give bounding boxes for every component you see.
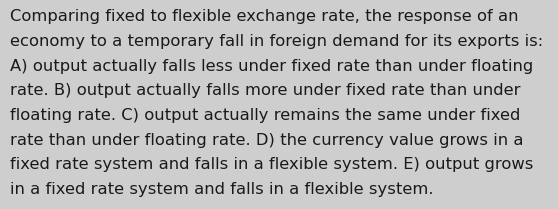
Text: fixed rate system and falls in a flexible system. E) output grows: fixed rate system and falls in a flexibl… bbox=[10, 157, 533, 172]
Text: A) output actually falls less under fixed rate than under floating: A) output actually falls less under fixe… bbox=[10, 59, 533, 74]
Text: rate. B) output actually falls more under fixed rate than under: rate. B) output actually falls more unde… bbox=[10, 83, 521, 98]
Text: in a fixed rate system and falls in a flexible system.: in a fixed rate system and falls in a fl… bbox=[10, 182, 434, 197]
Text: Comparing fixed to flexible exchange rate, the response of an: Comparing fixed to flexible exchange rat… bbox=[10, 9, 518, 24]
Text: economy to a temporary fall in foreign demand for its exports is:: economy to a temporary fall in foreign d… bbox=[10, 34, 543, 49]
Text: floating rate. C) output actually remains the same under fixed: floating rate. C) output actually remain… bbox=[10, 108, 521, 123]
Text: rate than under floating rate. D) the currency value grows in a: rate than under floating rate. D) the cu… bbox=[10, 133, 523, 148]
